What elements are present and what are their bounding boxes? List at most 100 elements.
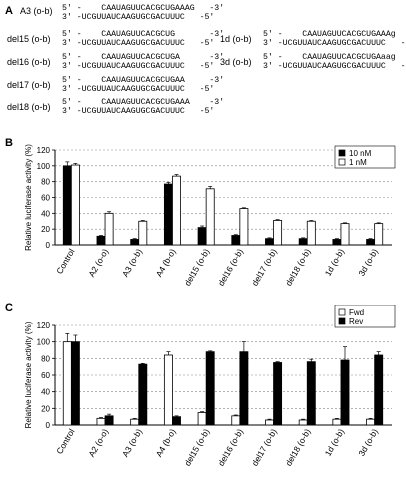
- x-tick-label: A2 (o-o): [86, 427, 110, 459]
- bar: [205, 188, 215, 246]
- bar: [273, 362, 283, 426]
- bar: [96, 235, 106, 246]
- y-tick-label: 40: [41, 209, 50, 218]
- seq-del15-bottom: 3′ -UCGUUAUCAAGUGCGACUUUC -5′: [62, 39, 215, 48]
- y-axis-label: Relative luciferase activity (%): [24, 144, 33, 251]
- y-tick-label: 20: [41, 225, 50, 234]
- bar: [62, 165, 72, 246]
- x-tick-label: del16 (o-b): [216, 427, 245, 468]
- panel-label-a: A: [5, 5, 13, 17]
- x-tick-label: A3 (o-b): [120, 247, 144, 279]
- y-tick-label: 120: [37, 146, 51, 155]
- x-tick-label: del15 (o-b): [182, 427, 211, 468]
- x-tick-label: del17 (o-b): [250, 427, 279, 468]
- bar: [332, 239, 342, 246]
- x-tick-label: 1d (o-b): [323, 427, 347, 458]
- x-tick-label: A3 (o-b): [120, 427, 144, 459]
- bar: [197, 412, 207, 426]
- legend-label: 1 nM: [349, 158, 367, 167]
- y-axis-label: Relative luciferase activity (%): [24, 321, 33, 428]
- x-tick-label: A2 (o-o): [86, 247, 110, 279]
- x-tick-label: A4 (b-o): [154, 247, 178, 279]
- seq-del16-top: 5′ - CAAUAGUUCACGCUGA -3′: [62, 53, 225, 62]
- y-tick-label: 60: [41, 194, 50, 203]
- bar: [306, 361, 316, 426]
- seq-name-del15: del15 (o-b): [7, 34, 51, 44]
- seq-3d-bottom: 3′ -UCGUUAUCAAGUGCGACUUUC -5′: [263, 62, 406, 71]
- seq-del15-top: 5′ - CAAUAGUUCACGCUG -3′: [62, 30, 225, 39]
- seq-name-del17: del17 (o-b): [7, 80, 51, 90]
- seq-name-del18: del18 (o-b): [7, 102, 51, 112]
- bar: [298, 419, 308, 426]
- y-tick-label: 80: [41, 178, 50, 187]
- x-tick-label: del18 (o-b): [283, 247, 312, 288]
- y-tick-label: 100: [37, 162, 51, 171]
- legend-label: Fwd: [349, 308, 364, 317]
- bar: [239, 208, 249, 246]
- seq-1d-bottom: 3′ -UCGUUAUCAAGUGCGACUUUC -5′: [263, 39, 406, 48]
- legend-label: Rev: [349, 317, 363, 326]
- seq-del18-top: 5′ - CAAUAGUUCACGCUGAAA -3′: [62, 98, 225, 107]
- seq-name-3d: 3d (o-b): [220, 57, 252, 67]
- y-tick-label: 20: [41, 404, 50, 413]
- bar: [374, 223, 384, 246]
- bar: [340, 359, 350, 426]
- bar: [205, 351, 215, 426]
- bar: [231, 235, 241, 246]
- bar: [130, 239, 140, 246]
- y-tick-label: 100: [37, 338, 51, 347]
- chart-c: 0 20 40 60 80 100 120 Relative luciferase activ…: [24, 305, 396, 468]
- x-tick-label: del15 (o-b): [182, 247, 211, 288]
- panel-label-c: C: [5, 302, 13, 314]
- bar: [239, 351, 249, 426]
- seq-del17-top: 5′ - CAAUAGUUCACGCUGAA -3′: [62, 76, 225, 85]
- x-tick-label: A4 (b-o): [154, 427, 178, 459]
- bar: [163, 183, 173, 246]
- bar: [366, 418, 376, 426]
- bar: [70, 164, 80, 246]
- bar: [163, 354, 173, 426]
- bar: [273, 220, 283, 246]
- seq-name-a3: A3 (o-b): [20, 6, 53, 16]
- seq-name-del16: del16 (o-b): [7, 57, 51, 67]
- bar: [306, 220, 316, 246]
- bar: [366, 239, 376, 246]
- x-tick-label: del18 (o-b): [283, 427, 312, 468]
- legend-swatch: [338, 317, 346, 325]
- seq-1d-top: 5′ - CAAUAGUUCACGCUGAAAg -3′: [263, 30, 396, 39]
- x-tick-label: 1d (o-b): [323, 247, 347, 278]
- bar: [104, 415, 114, 426]
- bar: [96, 417, 106, 426]
- bar: [172, 416, 181, 426]
- bar: [231, 415, 241, 426]
- seq-del16-bottom: 3′ -UCGUUAUCAAGUGCGACUUUC -5′: [62, 62, 215, 71]
- panel-label-b: B: [5, 137, 13, 149]
- legend-swatch: [338, 308, 346, 316]
- x-tick-label: 3d (o-b): [356, 247, 380, 278]
- bar: [130, 418, 140, 426]
- seq-a3-top: 5′ - CAAUAGUUCACGCUGAAAG -3′: [62, 4, 225, 13]
- bar: [265, 238, 274, 246]
- bar: [298, 238, 308, 246]
- bar: [172, 175, 181, 246]
- legend-box: [334, 305, 396, 328]
- x-tick-label: 3d (o-b): [356, 427, 380, 458]
- bar: [332, 418, 342, 426]
- bar: [104, 212, 114, 246]
- y-tick-label: 120: [37, 321, 51, 330]
- legend-swatch: [338, 149, 346, 157]
- seq-a3-bottom: 3′ -UCGUUAUCAAGUGCGACUUUC -5′: [62, 13, 215, 22]
- legend-label: 10 nM: [349, 149, 372, 158]
- bar: [374, 354, 384, 426]
- seq-del17-bottom: 3′ -UCGUUAUCAAGUGCGACUUUC -5′: [62, 85, 215, 94]
- y-tick-label: 0: [46, 241, 51, 250]
- bar: [265, 419, 274, 426]
- x-tick-label: del17 (o-b): [250, 247, 279, 288]
- bar: [138, 220, 148, 246]
- bar: [340, 223, 350, 246]
- bar: [70, 341, 80, 426]
- seq-name-1d: 1d (o-b): [220, 34, 252, 44]
- seq-del18-bottom: 3′ -UCGUUAUCAAGUGCGACUUUC -5′: [62, 107, 215, 116]
- legend-box: [334, 145, 396, 169]
- y-tick-label: 80: [41, 354, 50, 363]
